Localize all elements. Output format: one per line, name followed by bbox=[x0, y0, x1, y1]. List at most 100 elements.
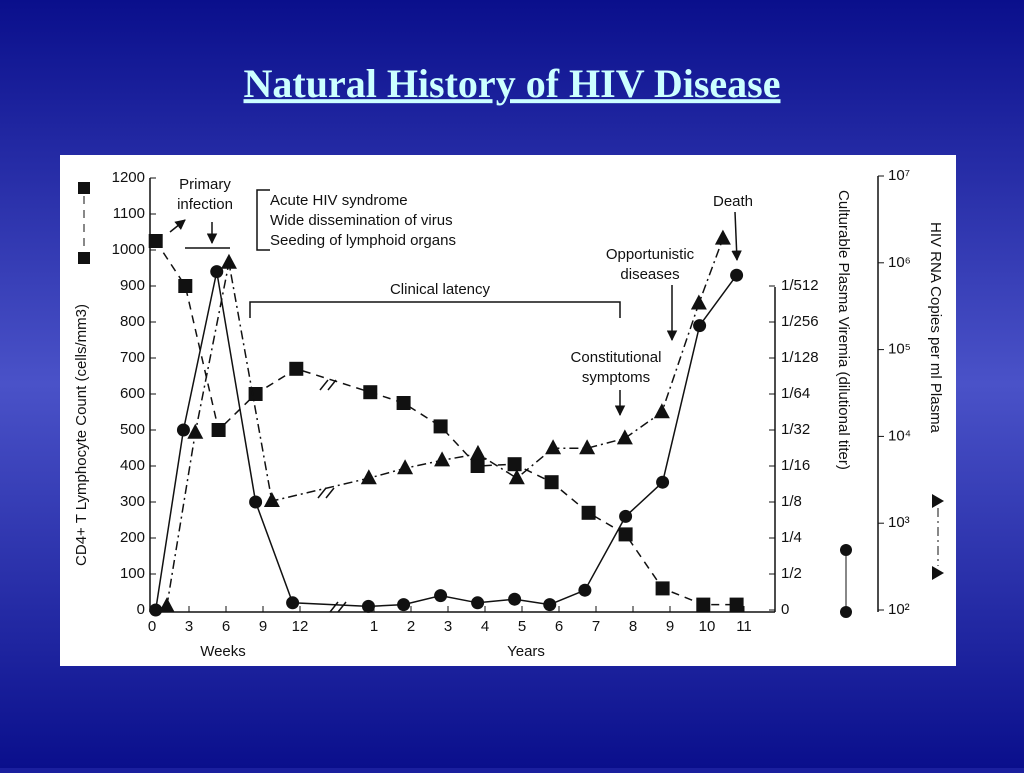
y3-tick-label: 10⁵ bbox=[888, 341, 911, 358]
square-marker bbox=[470, 459, 485, 473]
circle-marker bbox=[361, 599, 375, 613]
x-tick-label: 7 bbox=[592, 618, 600, 635]
triangle-marker bbox=[397, 459, 414, 475]
series-line bbox=[154, 271, 738, 611]
annotation: Clinical latency bbox=[390, 281, 491, 298]
annotation: Seeding of lymphoid organs bbox=[270, 232, 456, 249]
x-tick-label: 8 bbox=[629, 618, 637, 635]
y-tick-label: 600 bbox=[120, 385, 145, 402]
y-tick-label: 1000 bbox=[112, 241, 145, 258]
square-marker bbox=[655, 581, 670, 596]
triangle-marker bbox=[263, 492, 280, 508]
y2-tick-label: 1/256 bbox=[781, 313, 819, 330]
square-marker bbox=[178, 279, 193, 293]
annotation: Opportunistic bbox=[606, 246, 695, 263]
circle-marker bbox=[397, 598, 411, 612]
circle-marker bbox=[286, 596, 300, 610]
circle-marker bbox=[619, 509, 633, 523]
y2-tick-label: 1/16 bbox=[781, 457, 810, 474]
y-tick-label: 400 bbox=[120, 457, 145, 474]
chart-panel bbox=[60, 155, 956, 666]
y3-tick-label: 10⁴ bbox=[888, 427, 911, 444]
y-tick-label: 100 bbox=[120, 565, 145, 582]
square-marker bbox=[507, 457, 522, 472]
x-tick-label: 3 bbox=[444, 618, 452, 635]
annotation: Primary bbox=[179, 176, 231, 193]
y-tick-label: 800 bbox=[120, 313, 145, 330]
annotation: diseases bbox=[620, 266, 679, 283]
square-marker bbox=[729, 597, 744, 612]
square-marker bbox=[544, 475, 559, 490]
annotation: Acute HIV syndrome bbox=[270, 192, 408, 209]
y-tick-label: 1200 bbox=[112, 169, 145, 186]
triangle-marker bbox=[434, 451, 451, 467]
x-tick-label: 11 bbox=[736, 618, 752, 635]
x-tick-label: 4 bbox=[481, 618, 489, 635]
y2-tick-label: 1/8 bbox=[781, 493, 802, 510]
slide-title: Natural History of HIV Disease bbox=[244, 61, 781, 106]
triangle-marker bbox=[545, 439, 562, 455]
y-axis-label: CD4+ T Lymphocyte Count (cells/mm3) bbox=[73, 304, 90, 566]
x-tick-label: 9 bbox=[259, 618, 267, 635]
legend-icons bbox=[78, 182, 944, 618]
circle-marker bbox=[434, 589, 448, 603]
triangle-marker bbox=[469, 444, 486, 460]
y3-axis-label: HIV RNA Copies per ml Plasma bbox=[927, 222, 944, 434]
series-line bbox=[155, 240, 737, 606]
y2-tick-label: 0 bbox=[781, 601, 789, 618]
y-tick-label: 300 bbox=[120, 493, 145, 510]
x-axis-label: Weeks bbox=[200, 643, 246, 660]
y-tick-label: 200 bbox=[120, 529, 145, 546]
y2-axis-label: Culturable Plasma Viremia (dilutional ti… bbox=[835, 190, 852, 470]
x-tick-label: 6 bbox=[555, 618, 563, 635]
triangle-marker bbox=[579, 439, 596, 455]
annotation: Wide dissemination of virus bbox=[270, 212, 453, 229]
annotation: Constitutional bbox=[571, 349, 662, 366]
y-tick-label: 700 bbox=[120, 349, 145, 366]
square-marker bbox=[581, 505, 596, 520]
x-tick-label: 2 bbox=[407, 618, 415, 635]
circle-marker bbox=[149, 603, 163, 617]
x-tick-label: 6 bbox=[222, 618, 230, 635]
y-tick-label: 500 bbox=[120, 421, 145, 438]
circle-marker bbox=[578, 583, 592, 597]
x-tick-label: 10 bbox=[699, 618, 716, 635]
square-marker bbox=[148, 234, 163, 248]
y3-tick-label: 10³ bbox=[888, 514, 910, 531]
square-marker bbox=[433, 419, 448, 434]
triangle-marker bbox=[187, 423, 204, 439]
y3-tick-label: 10² bbox=[888, 601, 910, 618]
circle-marker bbox=[249, 495, 263, 509]
square-marker bbox=[396, 396, 411, 410]
x-tick-label: 1 bbox=[370, 618, 378, 635]
square-marker bbox=[289, 361, 304, 376]
x-axis-label: Years bbox=[507, 643, 545, 660]
y-tick-label: 0 bbox=[137, 601, 145, 618]
circle-marker bbox=[210, 265, 224, 279]
x-tick-label: 5 bbox=[518, 618, 526, 635]
x-tick-label: 9 bbox=[666, 618, 674, 635]
circle-marker bbox=[176, 423, 190, 437]
triangle-marker bbox=[158, 597, 175, 613]
annotation: infection bbox=[177, 196, 233, 213]
y-tick-label: 900 bbox=[120, 277, 145, 294]
x-tick-label: 3 bbox=[185, 618, 193, 635]
triangle-marker bbox=[508, 469, 525, 485]
annotation: Death bbox=[713, 193, 753, 210]
y2-tick-label: 1/512 bbox=[781, 277, 819, 294]
y2-tick-label: 1/4 bbox=[781, 529, 802, 546]
square-marker bbox=[248, 387, 263, 401]
circle-marker bbox=[656, 475, 670, 489]
y-tick-label: 1100 bbox=[113, 205, 145, 222]
annotation-lines bbox=[169, 189, 742, 613]
circle-marker bbox=[543, 598, 557, 612]
triangle-marker bbox=[690, 294, 707, 310]
circle-marker bbox=[508, 592, 522, 606]
triangle-marker bbox=[714, 229, 731, 245]
y2-tick-label: 1/64 bbox=[781, 385, 810, 402]
x-tick-label: 12 bbox=[292, 618, 309, 635]
triangle-marker bbox=[360, 469, 377, 485]
y2-tick-label: 1/32 bbox=[781, 421, 810, 438]
y3-tick-label: 10⁶ bbox=[888, 254, 911, 271]
